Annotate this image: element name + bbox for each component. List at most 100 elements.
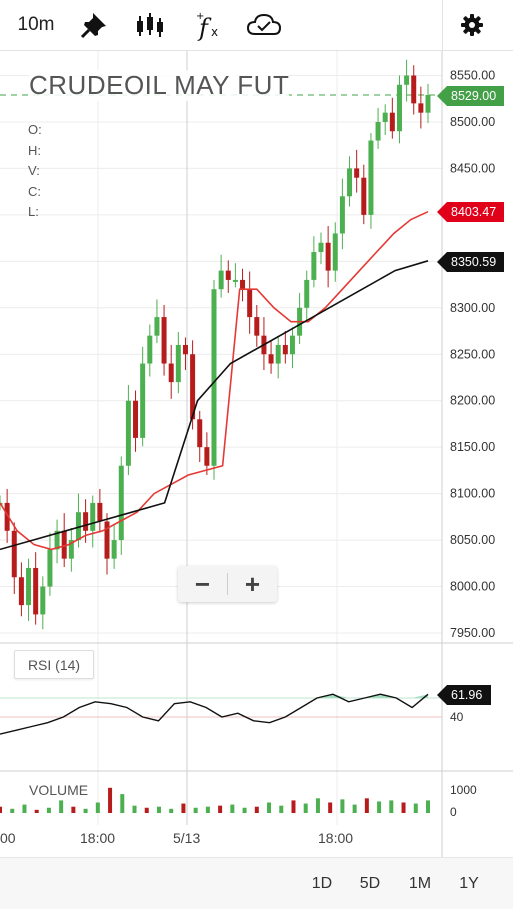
instrument-title: CRUDEOIL MAY FUT — [29, 70, 290, 101]
range-1m-button[interactable]: 1M — [408, 874, 432, 892]
zoom-control: − + — [178, 566, 277, 602]
candle-body — [18, 577, 24, 606]
candle-body — [418, 103, 424, 113]
candle-body — [175, 344, 181, 383]
volume-bar — [144, 807, 149, 813]
price-tick-label: 8100.00 — [450, 487, 495, 501]
candle-body — [40, 586, 46, 615]
volume-bar — [0, 806, 2, 813]
volume-bar — [120, 794, 125, 813]
candle-body — [197, 419, 203, 448]
candle-body — [161, 317, 167, 364]
range-1d-button[interactable]: 1D — [311, 874, 333, 892]
price-tick-labels: 8550.008500.008450.008400.008350.008300.… — [450, 69, 495, 641]
rsi-tick-40: 40 — [450, 710, 464, 724]
rsi-value-tag: 61.96 — [437, 685, 491, 705]
candle-body — [140, 363, 146, 438]
volume-bar — [95, 802, 100, 813]
candle-body — [204, 447, 210, 466]
time-label-1: 18:00 — [80, 830, 115, 846]
candle-body — [347, 168, 353, 197]
ohlc-low-label: L: — [28, 204, 39, 219]
candle-body — [47, 549, 53, 587]
indicator-fx-icon[interactable]: + f x — [186, 0, 226, 50]
candlestick-icon[interactable] — [130, 0, 170, 50]
candlestick-icon-svg — [137, 13, 163, 37]
ohlc-open-label: O: — [28, 122, 42, 137]
price-tick-label: 8450.00 — [450, 161, 495, 175]
volume-bar — [59, 800, 64, 813]
rsi-indicator-label[interactable]: RSI (14) — [14, 650, 94, 679]
zoom-in-button[interactable]: + — [244, 568, 261, 599]
fx-icon-svg: + f x — [196, 11, 218, 41]
volume-bar — [254, 806, 259, 813]
candle-body — [97, 502, 103, 522]
candle-body — [225, 270, 231, 280]
gear-icon-svg — [461, 14, 483, 36]
price-tick-label: 8150.00 — [450, 440, 495, 454]
cloud-check-icon[interactable] — [243, 0, 285, 50]
candle-body — [318, 242, 324, 253]
volume-bar — [83, 808, 88, 813]
price-tick-label: 8500.00 — [450, 115, 495, 129]
last-price-tag: 8529.00 — [437, 86, 504, 106]
candle-body — [240, 279, 246, 290]
cloud-icon-svg — [246, 13, 282, 35]
candle-body — [232, 279, 238, 282]
volume-bar — [279, 805, 284, 813]
candle-body — [375, 121, 381, 141]
candle-body — [83, 512, 89, 531]
toolbar-divider — [442, 0, 443, 50]
volume-tick-0: 0 — [450, 805, 457, 819]
candle-body — [54, 530, 60, 550]
price-tick-label: 8250.00 — [450, 347, 495, 361]
candle-body — [304, 279, 310, 308]
volume-bar — [218, 805, 223, 813]
volume-bar — [315, 798, 320, 813]
candle-body — [75, 512, 81, 541]
range-5d-button[interactable]: 5D — [359, 874, 381, 892]
zoom-out-button[interactable]: − — [194, 568, 211, 599]
settings-gear-icon[interactable] — [455, 0, 489, 50]
volume-bar — [205, 806, 210, 813]
candle-body — [354, 168, 360, 178]
candle-body — [268, 354, 274, 364]
candle-body — [68, 540, 74, 559]
candle-body — [104, 521, 110, 559]
candle-body — [33, 567, 39, 615]
price-chart[interactable]: 8550.008500.008450.008400.008350.008300.… — [0, 0, 513, 857]
volume-bar — [71, 806, 76, 813]
pin-icon[interactable] — [74, 0, 114, 50]
ma-black-price-tag: 8350.59 — [437, 252, 504, 272]
volume-bar — [242, 807, 247, 813]
candle-body — [311, 252, 317, 280]
volume-bar — [132, 805, 137, 813]
volume-indicator-label: VOLUME — [29, 782, 89, 798]
volume-bar — [352, 804, 357, 813]
moving-average-black — [0, 260, 429, 551]
candle-body — [411, 75, 417, 104]
time-label-0: 00 — [0, 830, 16, 846]
candle-body — [147, 335, 153, 364]
candle-body — [289, 335, 295, 355]
candle-body — [218, 270, 224, 290]
candle-body — [425, 95, 431, 113]
volume-bars — [0, 787, 430, 813]
volume-bar — [46, 807, 51, 813]
svg-text:+: + — [196, 11, 204, 22]
time-label-3: 18:00 — [318, 830, 353, 846]
candles — [0, 59, 431, 630]
candle-body — [11, 530, 17, 578]
vertical-grid-lines — [97, 51, 338, 825]
candle-body — [168, 363, 174, 383]
volume-bar — [156, 806, 161, 813]
candle-body — [282, 344, 288, 355]
candle-body — [254, 317, 260, 336]
candle-body — [4, 502, 10, 531]
candle-body — [90, 502, 96, 531]
candle-body — [389, 112, 395, 132]
range-1y-button[interactable]: 1Y — [459, 874, 479, 892]
interval-selector[interactable]: 10m — [17, 14, 55, 35]
ohlc-volume-label: V: — [28, 163, 40, 178]
candle-body — [118, 465, 124, 541]
